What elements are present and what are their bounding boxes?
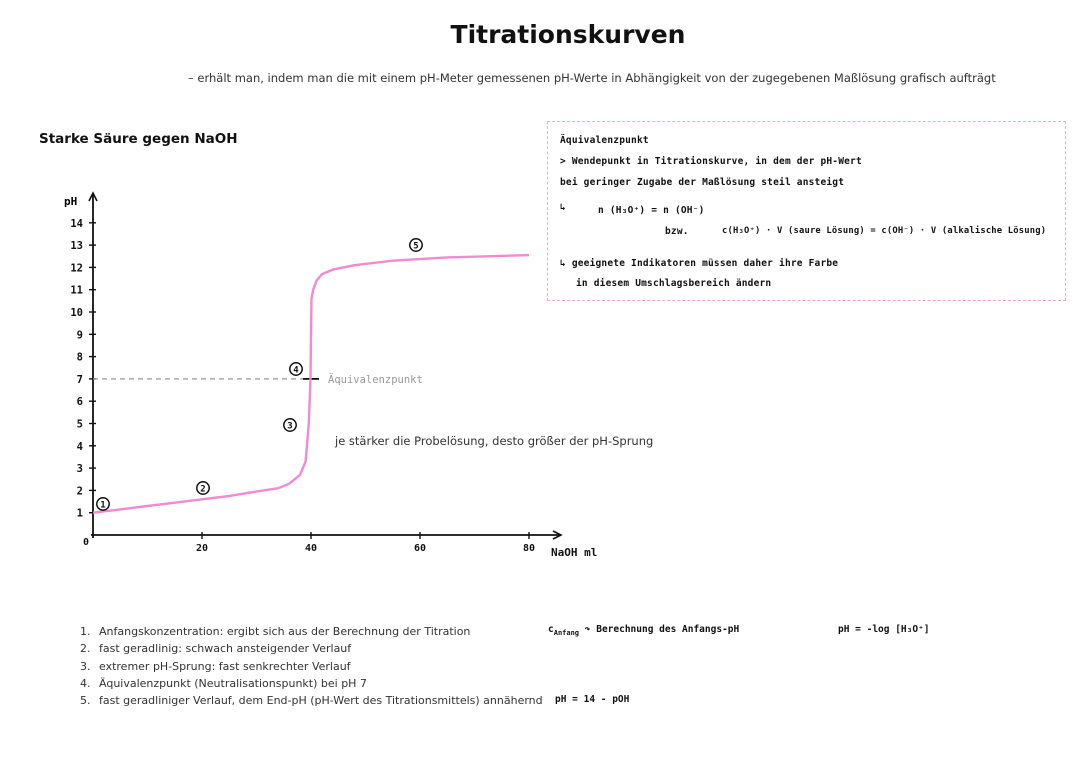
- infobox-line-1: > Wendepunkt in Titrationskurve, in dem …: [560, 156, 862, 167]
- y-tick-label: 5: [77, 419, 83, 431]
- y-tick-label: 13: [70, 240, 83, 252]
- c-subscript: Anfang: [553, 629, 580, 637]
- y-tick-label: 2: [77, 485, 83, 497]
- marker-label: 5: [413, 242, 418, 252]
- origin-label: 0: [83, 537, 89, 548]
- marker-circle: [196, 481, 210, 495]
- list-item: 3. extremer pH-Sprung: fast senkrechter V…: [80, 658, 543, 675]
- list-item-text: fast geradliniger Verlauf, dem End-pH (p…: [99, 694, 543, 708]
- start-ph-formula: pH = -log [H₃O⁺]: [838, 624, 930, 635]
- list-item: 5. fast geradliniger Verlauf, dem End-pH …: [80, 692, 543, 709]
- infobox-equation-1: n (H₃O⁺) = n (OH⁻): [598, 205, 705, 216]
- page-subtitle: – erhält man, indem man die mit einem pH…: [188, 71, 996, 85]
- c-label: c: [548, 624, 554, 635]
- x-tick-label: 60: [414, 543, 426, 554]
- list-item-text: fast geradlinig: schwach ansteigender Ve…: [99, 642, 352, 656]
- y-tick-label: 11: [70, 285, 83, 297]
- start-ph-text: Berechnung des Anfangs-pH: [596, 624, 740, 635]
- list-item: 1. Anfangskonzentration: ergibt sich aus …: [80, 623, 543, 640]
- x-axis-arrow: [552, 530, 563, 540]
- equivalence-point-label: Äquivalenzpunkt: [328, 373, 423, 386]
- marker-label: 4: [293, 366, 299, 376]
- y-tick-label: 8: [77, 352, 83, 364]
- y-axis-label: pH: [64, 195, 77, 208]
- list-item-number: 5.: [80, 694, 91, 708]
- list-item-number: 1.: [80, 625, 91, 638]
- explanation-list: 1. Anfangskonzentration: ergibt sich aus …: [80, 623, 543, 709]
- section-title: Starke Säure gegen NaOH: [39, 131, 238, 147]
- marker-circle: [96, 497, 110, 511]
- infobox-line-2: bei geringer Zugabe der Maßlösung steil …: [560, 177, 845, 188]
- ph-jump-note: je stärker die Probelösung, desto größer…: [335, 434, 654, 448]
- y-axis-arrow: [88, 191, 98, 202]
- equivalence-info-box: Äquivalenzpunkt > Wendepunkt in Titratio…: [547, 121, 1066, 301]
- y-tick-label: 12: [70, 262, 83, 274]
- chart-axes: [88, 191, 563, 540]
- infobox-line-4: in diesem Umschlagsbereich ändern: [576, 278, 772, 289]
- list-item-text: Anfangskonzentration: ergibt sich aus de…: [99, 625, 471, 638]
- curve-markers: 1 2 3 4 5: [96, 238, 423, 511]
- infobox-line-3: ↳ geeignete Indikatoren müssen daher ihr…: [560, 258, 839, 269]
- marker-label: 2: [200, 485, 205, 495]
- infobox-heading: Äquivalenzpunkt: [560, 135, 649, 146]
- curved-arrow-icon: ↷: [584, 624, 591, 635]
- y-tick-label: 10: [70, 307, 83, 319]
- titration-curve-group: [92, 253, 530, 514]
- page-title: Titrationskurven: [450, 20, 686, 49]
- x-tick-label: 40: [305, 543, 317, 554]
- list-item: 4. Äquivalenzpunkt (Neutralisationspunkt)…: [80, 675, 543, 692]
- marker-circle: [283, 418, 297, 432]
- x-tick-label: 20: [196, 543, 208, 554]
- marker-circle: [289, 362, 303, 376]
- marker-circle: [409, 238, 423, 252]
- y-tick-label: 9: [77, 329, 83, 341]
- marker-label: 1: [100, 501, 105, 511]
- y-tick-label: 1: [77, 508, 83, 520]
- list-item-number: 2.: [80, 642, 91, 656]
- y-tick-label: 3: [77, 463, 83, 475]
- infobox-bzw: bzw.: [665, 226, 689, 237]
- arrow-symbol: ↳: [560, 202, 566, 213]
- list-item-number: 3.: [80, 659, 91, 673]
- marker-label: 3: [287, 422, 292, 432]
- infobox-equation-2: c(H₃O⁺) · V (saure Lösung) = c(OH⁻) · V …: [722, 226, 1047, 236]
- titration-curve: [92, 253, 530, 514]
- x-axis-label: NaOH ml: [551, 546, 597, 559]
- y-tick-label: 14: [70, 218, 83, 230]
- y-tick-label: 4: [77, 441, 83, 453]
- list-item-text: Äquivalenzpunkt (Neutralisationspunkt) b…: [99, 676, 367, 690]
- x-tick-label: 80: [523, 543, 535, 554]
- y-tick-label: 6: [77, 396, 83, 408]
- list-item-number: 4.: [80, 676, 91, 690]
- y-tick-label: 7: [77, 374, 83, 386]
- list-item-text: extremer pH-Sprung: fast senkrechter Ver…: [99, 659, 351, 673]
- start-ph-note: cAnfang ↷ Berechnung des Anfangs-pH: [548, 624, 740, 637]
- list-item: 2. fast geradlinig: schwach ansteigender …: [80, 640, 543, 657]
- end-ph-formula: pH = 14 - pOH: [555, 694, 630, 705]
